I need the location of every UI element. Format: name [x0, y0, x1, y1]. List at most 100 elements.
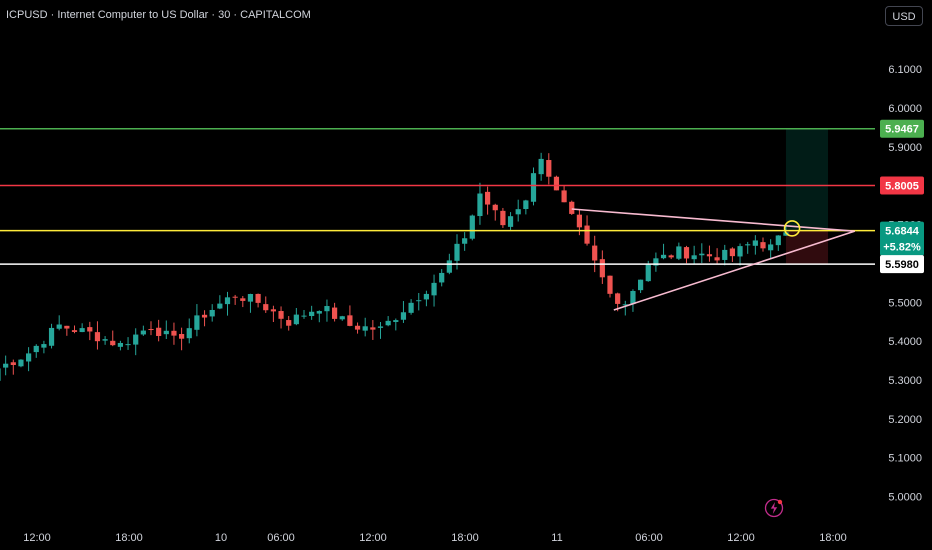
- candle: [592, 235, 598, 273]
- candle: [255, 293, 261, 308]
- x-tick-label: 11: [551, 532, 562, 544]
- candle-body: [362, 326, 368, 331]
- candle: [240, 295, 246, 308]
- candle: [10, 359, 16, 375]
- candle: [270, 305, 276, 322]
- candle-body: [668, 255, 674, 258]
- candle: [33, 344, 39, 358]
- candle-body: [462, 238, 468, 244]
- candle-body: [584, 225, 590, 244]
- candle-body: [217, 303, 223, 309]
- candle-body: [56, 324, 62, 329]
- candle-body: [423, 293, 429, 300]
- candle-body: [186, 328, 192, 339]
- x-tick-label: 06:00: [267, 532, 295, 544]
- candle-body: [439, 272, 445, 283]
- y-tick-label: 5.4000: [888, 336, 922, 348]
- price-label-box: [880, 221, 924, 256]
- candle-body: [515, 209, 521, 215]
- currency-button[interactable]: USD: [885, 6, 923, 26]
- candle: [538, 152, 544, 181]
- lightning-icon[interactable]: [764, 498, 784, 518]
- candle: [370, 320, 376, 340]
- candle: [462, 232, 468, 251]
- candle: [309, 305, 315, 320]
- green-level-label: 5.9467: [880, 119, 924, 138]
- candle: [737, 243, 743, 266]
- candle-body: [691, 255, 697, 260]
- candle-body: [94, 332, 101, 342]
- candle: [163, 320, 169, 340]
- candle-body: [676, 246, 682, 259]
- candle-body: [263, 304, 269, 311]
- candle-body: [209, 309, 215, 317]
- candle: [431, 274, 437, 307]
- candle: [64, 325, 70, 336]
- candle: [752, 235, 758, 255]
- white-level-label: 5.5980: [880, 255, 924, 274]
- candle-body: [660, 254, 667, 259]
- candle-body: [400, 312, 407, 320]
- candle: [186, 318, 192, 344]
- candle: [768, 239, 774, 259]
- candle: [201, 310, 208, 327]
- candle: [171, 322, 177, 345]
- candle-body: [530, 173, 537, 202]
- candle: [278, 306, 284, 329]
- candle: [630, 289, 636, 312]
- candle: [668, 254, 674, 260]
- candle: [561, 185, 567, 203]
- candle: [362, 317, 368, 337]
- candle: [683, 245, 690, 264]
- candle-body: [71, 330, 78, 332]
- candle: [41, 340, 47, 354]
- candle: [599, 250, 605, 284]
- candle-body: [339, 316, 345, 320]
- candle: [354, 322, 361, 334]
- candle-body: [553, 176, 560, 191]
- candle: [117, 340, 123, 351]
- candle-body: [140, 330, 146, 335]
- candle-body: [125, 344, 131, 346]
- candle-body: [500, 210, 506, 226]
- candle-body: [523, 200, 529, 210]
- candle-body: [347, 315, 353, 326]
- candle: [553, 175, 560, 191]
- candle: [102, 336, 108, 345]
- candle: [324, 299, 330, 322]
- candle-body: [0, 368, 1, 381]
- candle-body: [3, 363, 9, 368]
- candle: [247, 293, 254, 313]
- candle-body: [653, 258, 659, 266]
- candle: [18, 359, 24, 368]
- candle: [706, 245, 713, 262]
- candle: [316, 310, 322, 323]
- price-label-text: 5.9467: [885, 124, 919, 136]
- candle-body: [622, 304, 628, 306]
- y-tick-label: 5.0000: [888, 492, 922, 504]
- candle: [722, 244, 728, 266]
- candle: [607, 275, 613, 298]
- candle: [485, 186, 491, 215]
- candle-body: [293, 314, 299, 325]
- candle: [140, 325, 146, 336]
- candle: [94, 321, 101, 350]
- price-label-text: +5.82%: [883, 242, 921, 254]
- symbol-title[interactable]: ICPUSD · Internet Computer to US Dollar …: [6, 9, 311, 21]
- candle-body: [33, 345, 39, 353]
- x-tick-label: 10: [215, 532, 227, 544]
- candle: [569, 200, 575, 215]
- candle-body: [446, 260, 452, 273]
- candle-body: [775, 235, 781, 246]
- candle: [500, 207, 506, 228]
- candle: [194, 304, 200, 337]
- candle-body: [454, 243, 460, 261]
- candle: [339, 315, 345, 321]
- candle-body: [599, 259, 605, 278]
- candle: [377, 321, 384, 339]
- highlight-circle: [783, 220, 801, 237]
- candle-body: [163, 330, 169, 335]
- candle-body: [18, 359, 24, 367]
- candle: [507, 212, 514, 231]
